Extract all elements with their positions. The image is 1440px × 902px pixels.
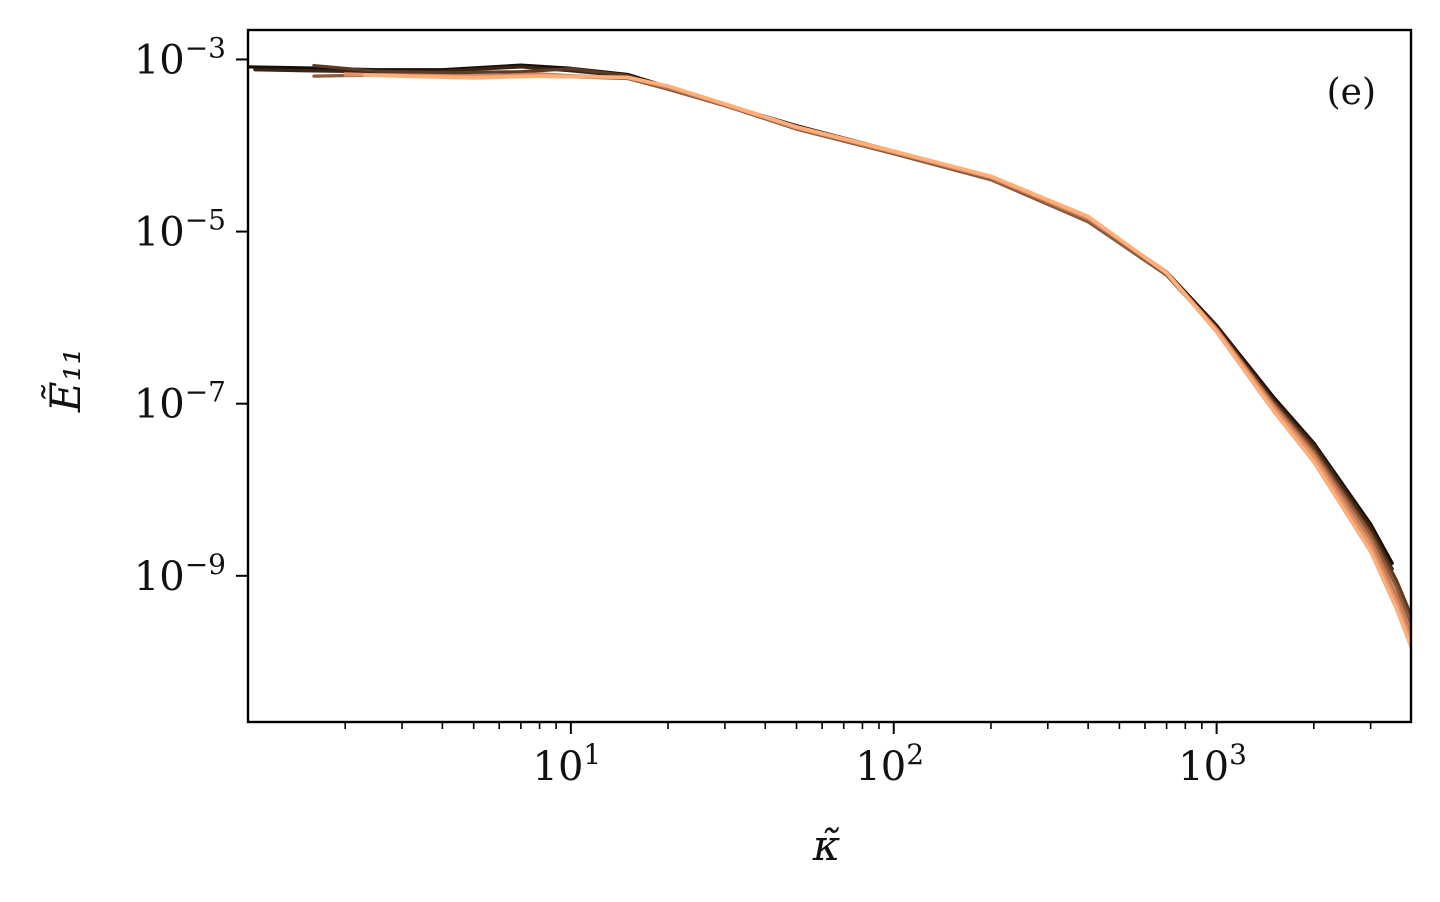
y-axis-title: Ẽ₁₁: [40, 348, 90, 413]
plot-frame: [246, 28, 1413, 724]
y-tick-label-2: 10−5: [134, 204, 226, 256]
series-line-7: [362, 73, 1411, 649]
axes-layer: [236, 28, 1413, 734]
x-tick-label-3: 103: [1178, 738, 1247, 790]
y-tick-label-3: 10−7: [134, 376, 226, 428]
series-line-2: [253, 65, 1394, 571]
x-tick-label-2: 102: [855, 738, 924, 790]
series-line-3: [312, 63, 1411, 617]
series-layer: [248, 63, 1411, 649]
x-axis-title: κ̃: [812, 821, 841, 870]
series-line-4: [312, 73, 1411, 625]
x-tick-label-1: 101: [533, 738, 602, 790]
series-line-1: [248, 63, 1394, 565]
y-tick-label-4: 10−9: [134, 548, 226, 600]
label-layer: 101 102 103 10−3 10−5 10−7 10−9 κ̃ Ẽ₁₁ (e): [40, 31, 1376, 870]
panel-label: (e): [1327, 72, 1376, 113]
series-line-5: [343, 72, 1411, 634]
series-line-6: [343, 72, 1411, 642]
y-tick-label-1: 10−3: [134, 31, 226, 83]
